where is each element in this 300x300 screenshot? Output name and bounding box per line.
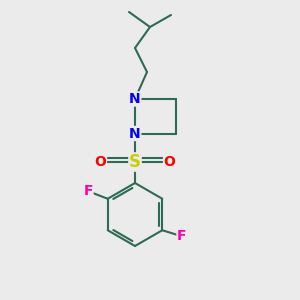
Text: F: F [177,229,187,243]
Text: N: N [129,127,141,140]
Text: N: N [129,92,141,106]
Text: O: O [164,155,175,169]
Text: S: S [129,153,141,171]
Text: F: F [83,184,93,198]
Text: O: O [94,155,106,169]
